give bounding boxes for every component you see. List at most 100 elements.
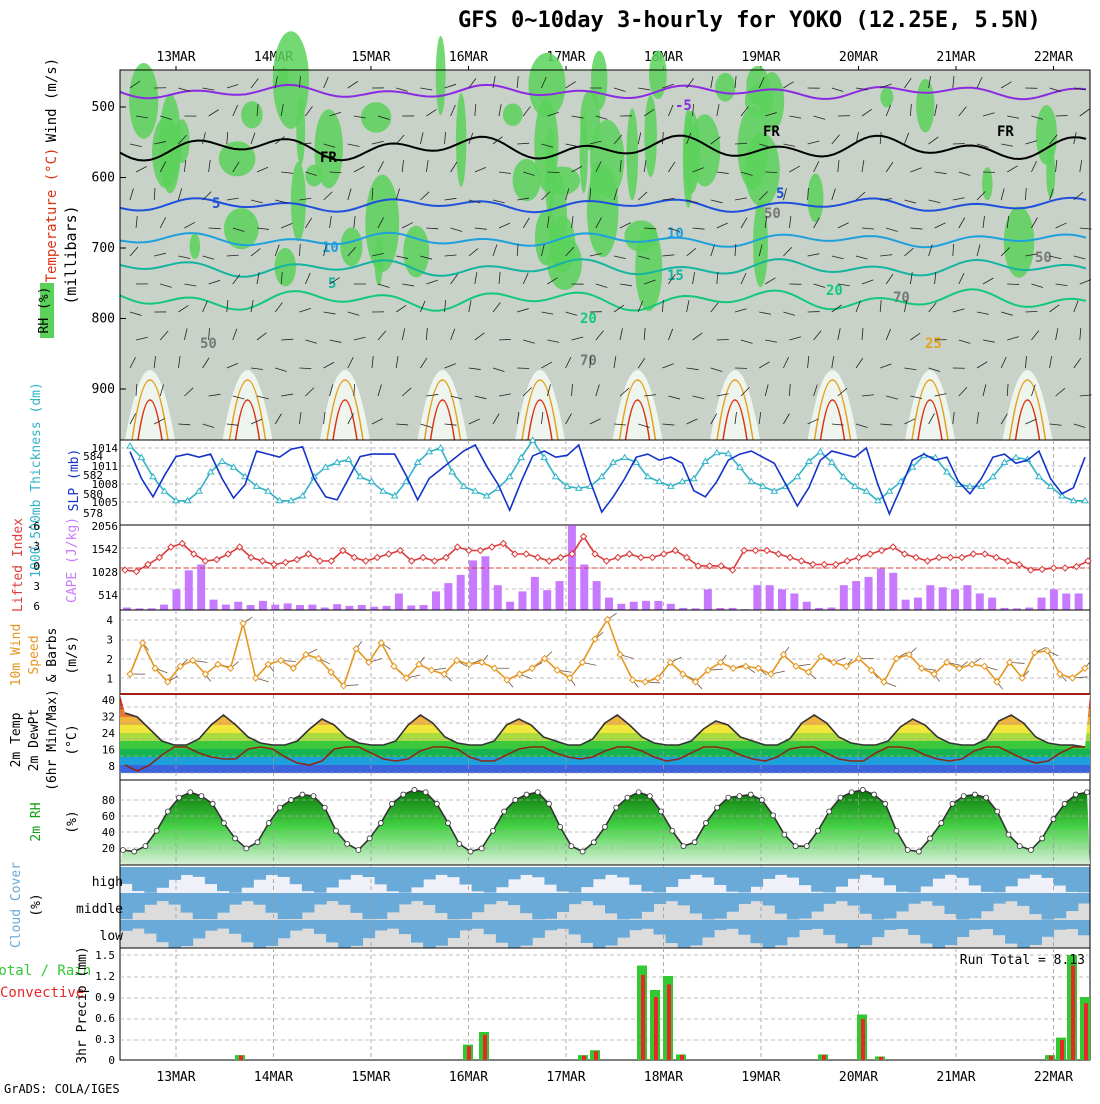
rh2m-tick-label: 20 <box>102 842 115 855</box>
precip-tick-label: 0.3 <box>95 1033 115 1046</box>
cloud-cover-bar <box>1017 920 1030 948</box>
cloud-cover-bar <box>945 893 958 914</box>
rh2m-point <box>367 836 372 841</box>
cloud-cover-bar <box>920 893 933 901</box>
temperature-band <box>120 765 1090 773</box>
lifted-index-point <box>833 562 839 568</box>
cloud-cover-bar <box>690 920 703 945</box>
lifted-index-point <box>294 557 300 563</box>
rh2m-point <box>984 795 989 800</box>
cloud-cover-bar <box>726 920 739 929</box>
precip-convective-bar <box>654 997 658 1060</box>
cloud-cover-bar <box>993 893 1006 904</box>
rh2m-point <box>468 849 473 854</box>
cloud-cover-bar <box>726 867 739 892</box>
rh-moist-patch <box>644 95 657 177</box>
temp2m-tick-label: 40 <box>102 694 115 707</box>
lifted-index-point <box>936 555 942 561</box>
slp-tick-label: 1005 <box>92 496 119 509</box>
cloud-cover-bar <box>169 893 182 905</box>
precip-convective-bar <box>1049 1056 1053 1060</box>
cloud-cover-bar <box>375 893 388 919</box>
cape-bar <box>420 605 428 610</box>
cape-bar <box>852 581 860 610</box>
x-tick-label-top: 15MAR <box>351 50 390 65</box>
rh2m-point <box>378 821 383 826</box>
cape-bar <box>345 606 353 610</box>
cloud-cover-bar <box>1005 867 1018 886</box>
cloud-cover-bar <box>981 867 994 892</box>
cloud-cover-bar <box>314 920 327 934</box>
cloud-cover-bar <box>799 920 812 930</box>
cloud-cover-bar <box>1054 920 1067 930</box>
temperature-band <box>120 757 1090 765</box>
cape-bar <box>976 593 984 610</box>
rh-moist-patch <box>1046 147 1055 198</box>
cloud-cover-bar <box>278 920 291 938</box>
wind10m-point <box>894 656 900 662</box>
cloud-cover-bar <box>799 867 812 885</box>
rh2m-point <box>647 794 652 799</box>
cape-bar <box>988 598 996 610</box>
cloud-cover-bar <box>835 893 848 901</box>
rh2m-point <box>446 821 451 826</box>
cloud-cover-bar <box>557 893 570 912</box>
rh2m-tick-label: 60 <box>102 810 115 823</box>
cloud-cover-bar <box>229 893 242 905</box>
lifted-index-tick-label: 6 <box>33 600 40 613</box>
cloud-cover-bar <box>302 893 315 913</box>
cloud-cover-bar <box>472 893 485 912</box>
cloud-cover-bar <box>811 893 824 912</box>
rh2m-point <box>659 809 664 814</box>
cloud-cover-bar <box>435 893 448 913</box>
cloud-cover-bar <box>605 867 618 875</box>
cape-bar <box>865 577 873 610</box>
cape-bar <box>642 601 650 610</box>
rh2m-point <box>793 844 798 849</box>
cloud-cover-bar <box>957 920 970 937</box>
lifted-index-point <box>959 555 965 561</box>
cape-tick-label: 2056 <box>92 520 119 533</box>
rh2m-point <box>614 805 619 810</box>
cloud-cover-bar <box>726 893 739 912</box>
rh2m-point <box>1017 844 1022 849</box>
rh2m-point <box>838 795 843 800</box>
precip-tick-label: 0.9 <box>95 991 115 1004</box>
cloud-cover-bar <box>326 867 339 888</box>
cloud-cover-bar <box>217 867 230 891</box>
cloud-cover-bar <box>544 867 557 885</box>
wind-axis-unit: (m/s) <box>65 635 80 674</box>
pressure-tick-label: 800 <box>92 312 115 327</box>
wind10m-point <box>617 652 623 658</box>
lifted-index-point <box>558 555 564 561</box>
cloud-cover-bar <box>1042 893 1055 920</box>
cape-bar <box>432 591 440 610</box>
rh2m-point <box>569 844 574 849</box>
cloud-cover-bar <box>714 867 727 885</box>
cloud-cover-bar <box>253 920 266 948</box>
rh2m-point <box>513 797 518 802</box>
rh2m-point <box>580 849 585 854</box>
cloud-cover-bar <box>872 867 885 878</box>
cloud-cover-bar <box>338 867 351 880</box>
rh2m-point <box>132 849 137 854</box>
cloud-cover-bar <box>641 920 654 929</box>
wind-tick-label: 2 <box>106 653 113 666</box>
lifted-index-point <box>879 548 885 554</box>
rh2m-point <box>939 821 944 826</box>
rh-moist-patch <box>436 36 446 115</box>
rh2m-point <box>457 841 462 846</box>
cloud-cover-bar <box>387 920 400 929</box>
cloud-cover-bar <box>738 893 751 904</box>
cloud-cover-bar <box>181 867 194 875</box>
cloud-cover-bar <box>1066 920 1079 929</box>
rh2m-point <box>121 848 126 853</box>
cloud-cover-bar <box>557 920 570 929</box>
cloud-cover-bar <box>690 893 703 914</box>
cloud-cover-bar <box>326 893 339 901</box>
cloud-cover-bar <box>678 867 691 879</box>
cape-bar <box>1062 593 1070 610</box>
cloud-level-label: middle <box>76 902 123 917</box>
rh2m-point <box>961 794 966 799</box>
